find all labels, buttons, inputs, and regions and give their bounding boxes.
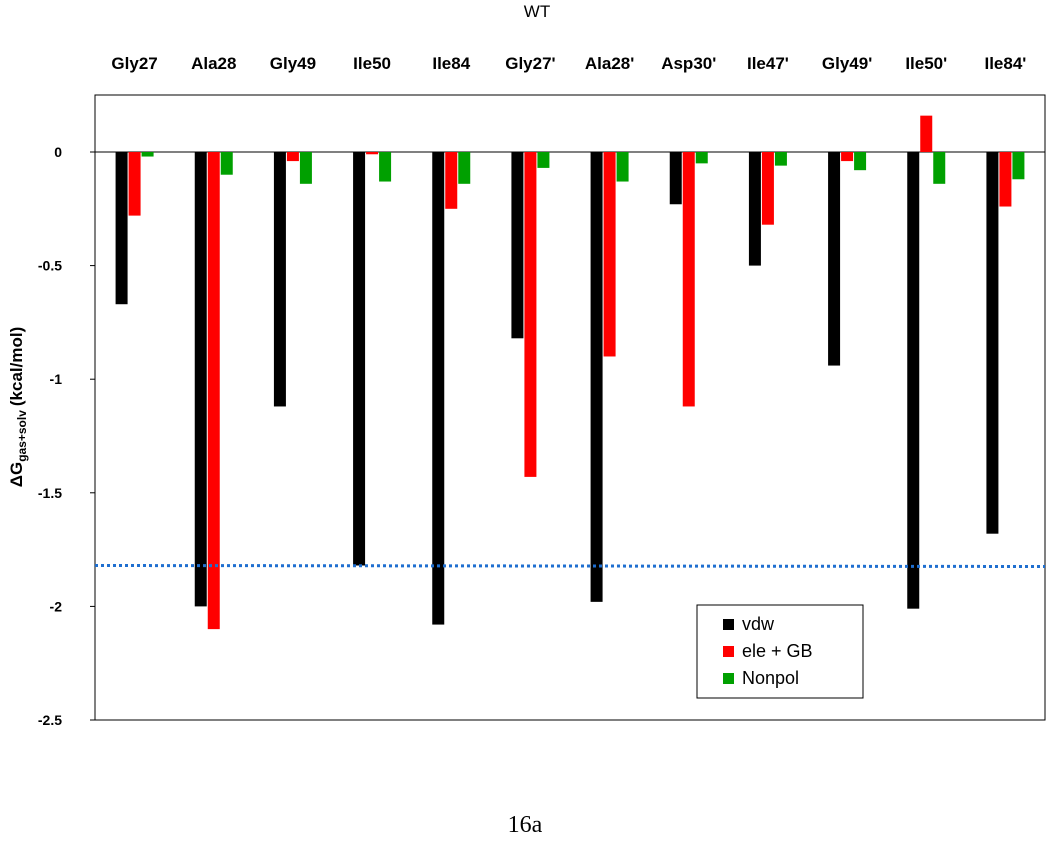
legend-label: ele + GB [742, 641, 813, 661]
y-tick-label: -2 [50, 598, 63, 614]
y-tick-label: -2.5 [38, 712, 62, 728]
category-label: Ile47' [747, 54, 789, 73]
legend: vdw ele + GB Nonpol [696, 604, 864, 699]
y-tick-label: 0 [54, 144, 62, 160]
legend-items: vdw ele + GB Nonpol [723, 614, 813, 688]
category-label: Ile50' [905, 54, 947, 73]
bar-nonpol-0 [141, 152, 154, 157]
bar-nonpol-3 [379, 152, 392, 182]
bar-vdw-5 [511, 152, 524, 339]
legend-swatch [723, 619, 734, 630]
bar-nonpol-1 [220, 152, 233, 175]
plot-area [94, 94, 1046, 721]
category-label: Ala28 [191, 54, 236, 73]
bar-ele-gb-3 [366, 152, 379, 155]
category-label: Ile50 [353, 54, 391, 73]
category-label: Gly27' [505, 54, 555, 73]
bar-ele-gb-2 [286, 152, 299, 162]
chart-title: WT [524, 2, 550, 21]
bar-nonpol-5 [537, 152, 550, 168]
y-axis-ticks: 0 -0.5 -1 -1.5 -2 -2.5 [38, 144, 95, 728]
reference-line [94, 564, 1046, 569]
bar-vdw-3 [353, 152, 366, 566]
bar-vdw-10 [907, 152, 920, 609]
bar-nonpol-2 [299, 152, 312, 184]
y-tick-label: -1.5 [38, 485, 62, 501]
bar-vdw-2 [273, 152, 286, 407]
category-label: Asp30' [661, 54, 716, 73]
bar-vdw-11 [986, 152, 999, 534]
y-axis-symbol: ΔG [7, 462, 26, 487]
bar-nonpol-4 [458, 152, 471, 184]
bar-nonpol-10 [933, 152, 946, 184]
legend-swatch [723, 646, 734, 657]
bar-vdw-0 [115, 152, 128, 305]
y-tick-label: -1 [50, 371, 63, 387]
category-label: Ala28' [585, 54, 634, 73]
bar-ele-gb-11 [999, 152, 1012, 207]
bar-nonpol-7 [695, 152, 708, 164]
bar-ele-gb-10 [920, 115, 933, 152]
bar-ele-gb-7 [682, 152, 695, 407]
bar-nonpol-6 [616, 152, 629, 182]
bar-vdw-1 [194, 152, 207, 607]
bar-vdw-7 [669, 152, 682, 205]
y-tick-label: -0.5 [38, 258, 62, 274]
category-label: Gly27 [111, 54, 157, 73]
category-label: Gly49 [270, 54, 316, 73]
bar-ele-gb-8 [761, 152, 774, 225]
bar-ele-gb-9 [841, 152, 854, 162]
y-axis-label: ΔGgas+solv (kcal/mol) [7, 327, 29, 488]
legend-label: vdw [742, 614, 775, 634]
figure-caption: 16a [507, 812, 543, 838]
bars [115, 115, 1025, 630]
bar-ele-gb-4 [445, 152, 458, 209]
bar-vdw-9 [828, 152, 841, 366]
bar-vdw-8 [748, 152, 761, 266]
bar-vdw-6 [590, 152, 603, 602]
bar-vdw-4 [432, 152, 445, 625]
category-label: Ile84' [984, 54, 1026, 73]
category-label: Gly49' [822, 54, 872, 73]
y-axis-units: (kcal/mol) [7, 327, 26, 406]
bar-ele-gb-5 [524, 152, 537, 477]
bar-ele-gb-0 [128, 152, 141, 216]
bar-chart: WT Gly27 Ala28 Gly49 Ile50 Ile84 Gly27' Ala28'… [7, 2, 1046, 728]
bar-ele-gb-6 [603, 152, 616, 357]
y-axis-subscript: gas+solv [15, 410, 29, 462]
category-label: Ile84 [432, 54, 470, 73]
category-labels: Gly27 Ala28 Gly49 Ile50 Ile84 Gly27' Ala28' Asp… [111, 54, 1026, 73]
legend-label: Nonpol [742, 668, 799, 688]
legend-swatch [723, 673, 734, 684]
bar-nonpol-8 [774, 152, 787, 166]
bar-ele-gb-1 [207, 152, 220, 630]
bar-nonpol-11 [1012, 152, 1025, 180]
bar-nonpol-9 [854, 152, 867, 171]
